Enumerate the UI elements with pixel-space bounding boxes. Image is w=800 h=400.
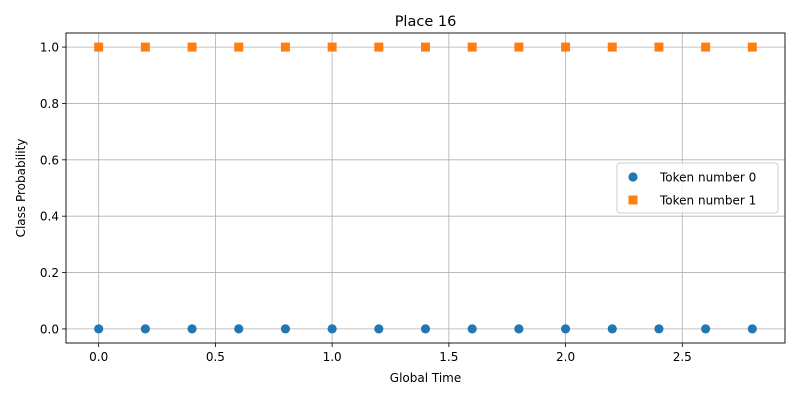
x-tick-label: 2.5 — [673, 350, 692, 364]
legend-label: Token number 1 — [659, 194, 756, 208]
plot-series — [94, 42, 757, 334]
data-point — [560, 324, 571, 334]
legend-marker — [628, 195, 638, 205]
data-point — [140, 324, 150, 334]
data-point — [561, 42, 571, 52]
y-tick-label: 0.0 — [40, 322, 59, 336]
chart-title: Place 16 — [395, 14, 457, 30]
data-point — [234, 42, 244, 52]
legend-marker — [628, 172, 638, 182]
data-point — [514, 324, 524, 334]
y-tick-label: 0.2 — [40, 266, 59, 280]
data-point — [327, 324, 337, 334]
y-axis-label: Class Probability — [14, 139, 28, 238]
y-tick-label: 1.0 — [40, 41, 59, 55]
data-point — [280, 42, 290, 52]
x-tick-label: 1.0 — [323, 350, 342, 364]
series-0 — [94, 324, 757, 334]
plot-frame — [65, 32, 786, 344]
data-point — [234, 324, 244, 334]
data-point — [514, 42, 524, 52]
x-tick-label: 0.5 — [206, 350, 225, 364]
data-point — [467, 42, 477, 52]
x-tick-label: 0.0 — [89, 350, 108, 364]
data-point — [374, 324, 384, 334]
data-point — [701, 324, 711, 334]
data-point — [374, 42, 384, 52]
data-point — [747, 42, 757, 52]
x-tick-label: 1.5 — [439, 350, 458, 364]
y-tick-label: 0.6 — [40, 153, 59, 167]
data-point — [467, 324, 477, 334]
x-tick-label: 2.0 — [556, 350, 575, 364]
data-point — [327, 42, 337, 52]
y-tick-label: 0.8 — [40, 97, 59, 111]
data-point — [421, 42, 430, 52]
data-point — [140, 42, 150, 52]
data-point — [280, 324, 291, 334]
legend: Token number 0 Token number 1 — [616, 162, 779, 214]
data-point — [187, 42, 197, 52]
series-1 — [94, 42, 757, 52]
data-point — [747, 324, 757, 334]
data-point — [420, 324, 431, 334]
data-point — [607, 324, 617, 334]
data-point — [701, 42, 711, 52]
y-tick-label: 0.4 — [40, 210, 59, 224]
data-point — [94, 324, 104, 334]
legend-box — [616, 162, 779, 214]
legend-label: Token number 0 — [659, 171, 756, 185]
data-point — [654, 42, 664, 52]
axis-ticks: 0.0 0.5 1.0 1.5 2.0 2.5 0.0 0.2 0.4 0.6 0.8 1.0 — [40, 41, 692, 364]
data-point — [607, 42, 617, 52]
data-point — [94, 42, 104, 52]
data-point — [654, 324, 664, 334]
x-axis-label: Global Time — [390, 371, 461, 385]
data-point — [187, 324, 197, 334]
